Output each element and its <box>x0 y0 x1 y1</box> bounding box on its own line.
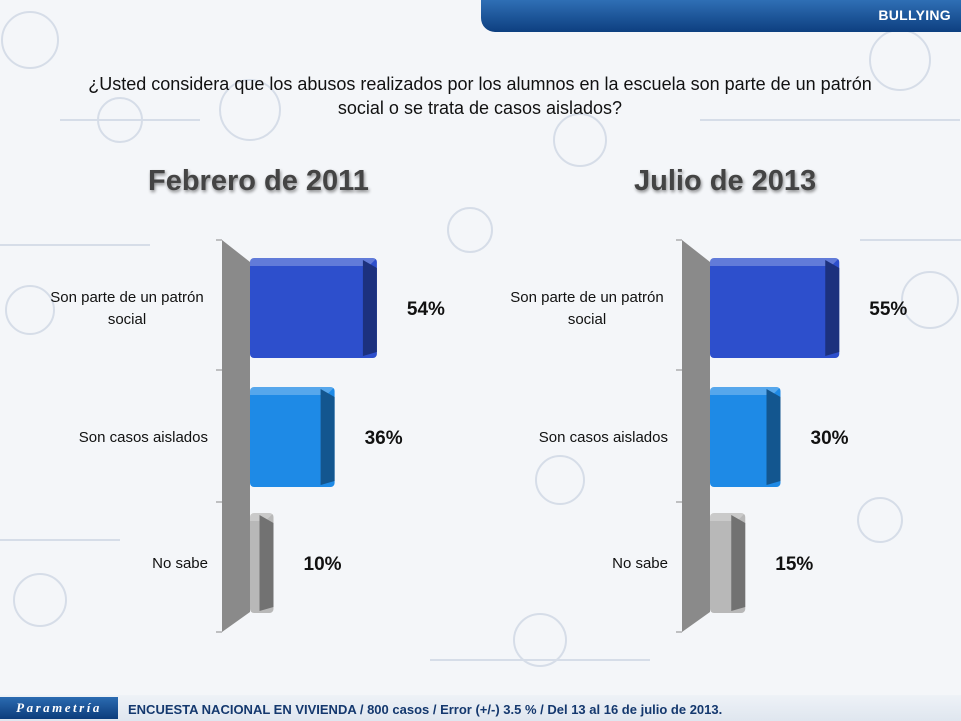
bar-end-cap <box>766 389 781 485</box>
header-tab: BULLYING <box>481 0 961 32</box>
bar-bevel-top <box>250 258 377 266</box>
value-label: 36% <box>365 428 403 449</box>
footer-note: ENCUESTA NACIONAL EN VIVIENDA / 800 caso… <box>128 702 723 717</box>
bar-1 <box>250 258 377 358</box>
value-label: 15% <box>775 554 813 575</box>
chart-title-julio-2013: Julio de 2013 <box>634 165 817 197</box>
bar-3 <box>710 513 746 613</box>
footer-bar: Parametría ENCUESTA NACIONAL EN VIVIENDA… <box>0 695 961 721</box>
bar-front <box>710 258 840 358</box>
survey-question: ¿Usted considera que los abusos realizad… <box>40 72 920 120</box>
bar-front <box>250 387 335 487</box>
question-line-1: ¿Usted considera que los abusos realizad… <box>88 74 872 94</box>
value-label: 30% <box>811 428 849 449</box>
category-label: Son parte de un patrón social <box>50 289 203 328</box>
bar-front <box>710 387 781 487</box>
chart-wall <box>682 240 710 632</box>
value-label: 54% <box>407 299 445 320</box>
bar-end-cap <box>731 515 746 611</box>
question-line-2: social o se trata de casos aislados? <box>337 98 623 118</box>
category-label: No sabe <box>612 555 668 572</box>
bar-end-cap <box>259 515 274 611</box>
category-label: Son casos aislados <box>539 429 668 446</box>
chart-wall <box>222 240 250 632</box>
chart-2: Son parte de un patrón social 55% Son casos… <box>510 239 907 633</box>
bar-2 <box>250 387 335 487</box>
bar-3 <box>250 513 274 613</box>
bar-end-cap <box>320 389 335 485</box>
footer-logo: Parametría <box>0 697 118 719</box>
bar-2 <box>710 387 781 487</box>
bar-bevel-top <box>710 387 781 395</box>
bar-end-cap <box>825 260 840 356</box>
value-label: 10% <box>304 554 342 575</box>
value-label: 55% <box>869 299 907 320</box>
bar-front <box>250 258 377 358</box>
category-label: No sabe <box>152 555 208 572</box>
header-tab-label: BULLYING <box>878 7 951 23</box>
category-label: Son casos aislados <box>79 429 208 446</box>
category-label: Son parte de un patrón social <box>510 289 663 328</box>
chart-title-febrero-2011: Febrero de 2011 <box>148 165 369 197</box>
bar-bevel-top <box>250 387 335 395</box>
bar-end-cap <box>362 260 377 356</box>
bar-1 <box>710 258 840 358</box>
chart-1: Son parte de un patrón social 54% Son casos… <box>50 239 445 633</box>
bar-bevel-top <box>710 258 840 266</box>
